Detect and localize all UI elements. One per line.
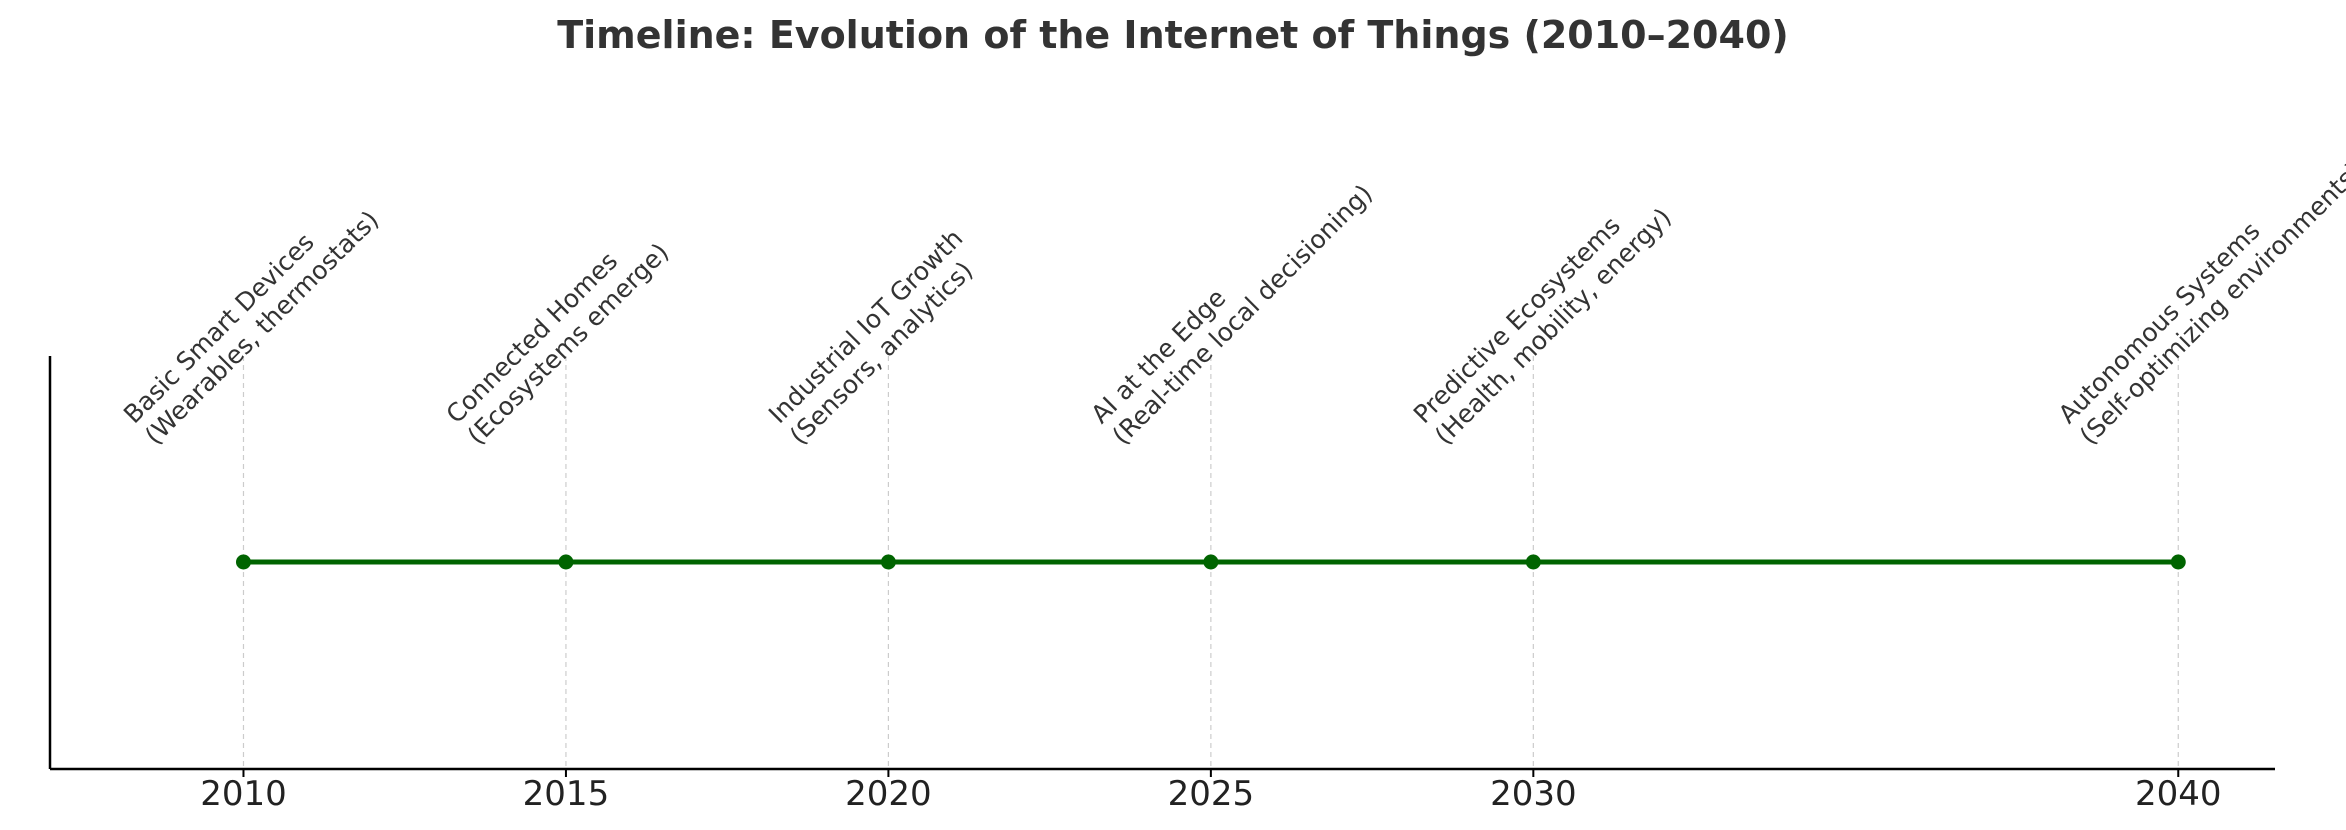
event-detail: (Ecosystems emerge)	[462, 237, 675, 450]
milestone-marker	[1203, 554, 1219, 570]
x-tick-label: 2030	[1490, 774, 1577, 814]
event-label: Basic Smart Devices(Wearables, thermosta…	[118, 184, 384, 450]
event-label-text: AI at the Edge(Real-time local decisioni…	[1085, 158, 1378, 451]
series-layer	[235, 554, 2186, 570]
event-label-text: Industrial IoT Growth(Sensors, analytics…	[763, 224, 990, 451]
event-label: Industrial IoT Growth(Sensors, analytics…	[763, 224, 990, 451]
event-label-text: Predictive Ecosystems(Health, mobility, …	[1408, 181, 1677, 450]
event-title: Autonomous Systems	[2053, 216, 2266, 429]
x-tick-label: 2010	[200, 774, 287, 814]
chart-title: Timeline: Evolution of the Internet of T…	[557, 13, 1789, 57]
grid-layer	[242, 356, 2179, 769]
event-detail: (Sensors, analytics)	[784, 256, 978, 450]
milestone-marker	[1525, 554, 1541, 570]
event-label-text: Connected Homes(Ecosystems emerge)	[440, 216, 674, 450]
tick-layer: 2010 2015 2020 2025 2030 2040	[200, 769, 2222, 814]
event-label: Predictive Ecosystems(Health, mobility, …	[1408, 181, 1677, 450]
event-title: Industrial IoT Growth	[763, 224, 968, 429]
event-detail: (Health, mobility, energy)	[1429, 202, 1677, 450]
milestone-marker	[880, 554, 896, 570]
x-tick-label: 2020	[845, 774, 932, 814]
event-label: Connected Homes(Ecosystems emerge)	[440, 216, 674, 450]
event-label-text: Autonomous Systems(Self-optimizing envir…	[2053, 136, 2346, 451]
event-label-text: Basic Smart Devices(Wearables, thermosta…	[118, 184, 384, 450]
event-detail: (Wearables, thermostats)	[139, 205, 384, 450]
x-tick-label: 2040	[2135, 774, 2222, 814]
x-tick-label: 2025	[1168, 774, 1255, 814]
milestone-marker	[235, 554, 251, 570]
event-title: Basic Smart Devices	[118, 227, 320, 429]
event-label: AI at the Edge(Real-time local decisioni…	[1085, 158, 1378, 451]
event-title: Predictive Ecosystems	[1408, 211, 1626, 429]
event-detail: (Real-time local decisioning)	[1107, 179, 1378, 450]
event-label: Autonomous Systems(Self-optimizing envir…	[2053, 136, 2346, 451]
event-title: Connected Homes	[440, 246, 623, 429]
milestone-marker	[2170, 554, 2186, 570]
event-label-layer: Basic Smart Devices(Wearables, thermosta…	[118, 136, 2346, 451]
milestone-marker	[558, 554, 574, 570]
x-tick-label: 2015	[523, 774, 610, 814]
event-detail: (Self-optimizing environments)	[2074, 157, 2346, 450]
